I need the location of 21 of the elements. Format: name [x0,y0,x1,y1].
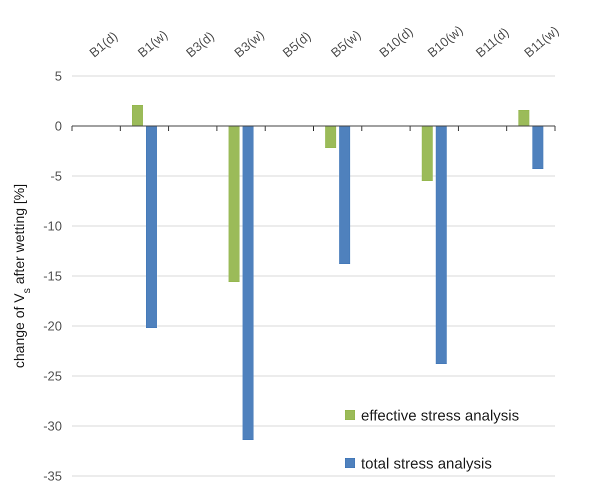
bar [339,126,350,264]
y-tick-label: 5 [54,68,62,84]
bar [132,105,143,126]
y-tick-label: -35 [43,468,62,484]
bar [422,126,433,181]
y-tick-label: -25 [43,368,62,384]
legend-label: total stress analysis [361,455,492,472]
bar [146,126,157,328]
bar [532,126,544,169]
bar [436,126,447,364]
y-tick-label: -20 [43,318,62,334]
bar [228,126,240,282]
legend-label: effective stress analysis [361,407,520,424]
bar [518,110,530,126]
y-tick-label: -10 [43,218,62,234]
bar [325,126,336,148]
y-tick-label: -5 [50,168,62,184]
bar [242,126,254,440]
y-tick-label: -30 [43,418,62,434]
y-tick-label: -15 [43,268,62,284]
y-tick-label: 0 [54,118,62,134]
